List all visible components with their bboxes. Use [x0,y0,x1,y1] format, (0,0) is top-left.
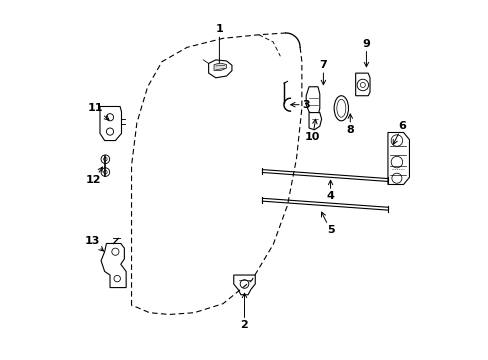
Polygon shape [233,275,255,295]
Polygon shape [214,63,226,71]
Polygon shape [387,132,408,184]
Polygon shape [308,113,321,130]
Polygon shape [100,107,121,140]
Text: 4: 4 [326,180,334,201]
Polygon shape [305,87,319,116]
Ellipse shape [333,96,348,121]
Text: 7: 7 [319,60,326,85]
Polygon shape [208,60,231,78]
Text: 6: 6 [392,121,406,144]
Text: 11: 11 [88,103,109,120]
Text: 10: 10 [305,119,320,142]
Text: 1: 1 [215,24,223,68]
Text: 5: 5 [321,212,334,235]
Polygon shape [101,243,126,288]
Circle shape [101,168,109,176]
Circle shape [101,155,109,163]
Text: 12: 12 [86,167,102,185]
Text: 8: 8 [346,114,353,135]
Text: 2: 2 [240,293,248,330]
Text: 3: 3 [290,100,309,110]
Text: 9: 9 [362,39,369,67]
Polygon shape [355,73,369,96]
Text: 13: 13 [84,236,103,251]
